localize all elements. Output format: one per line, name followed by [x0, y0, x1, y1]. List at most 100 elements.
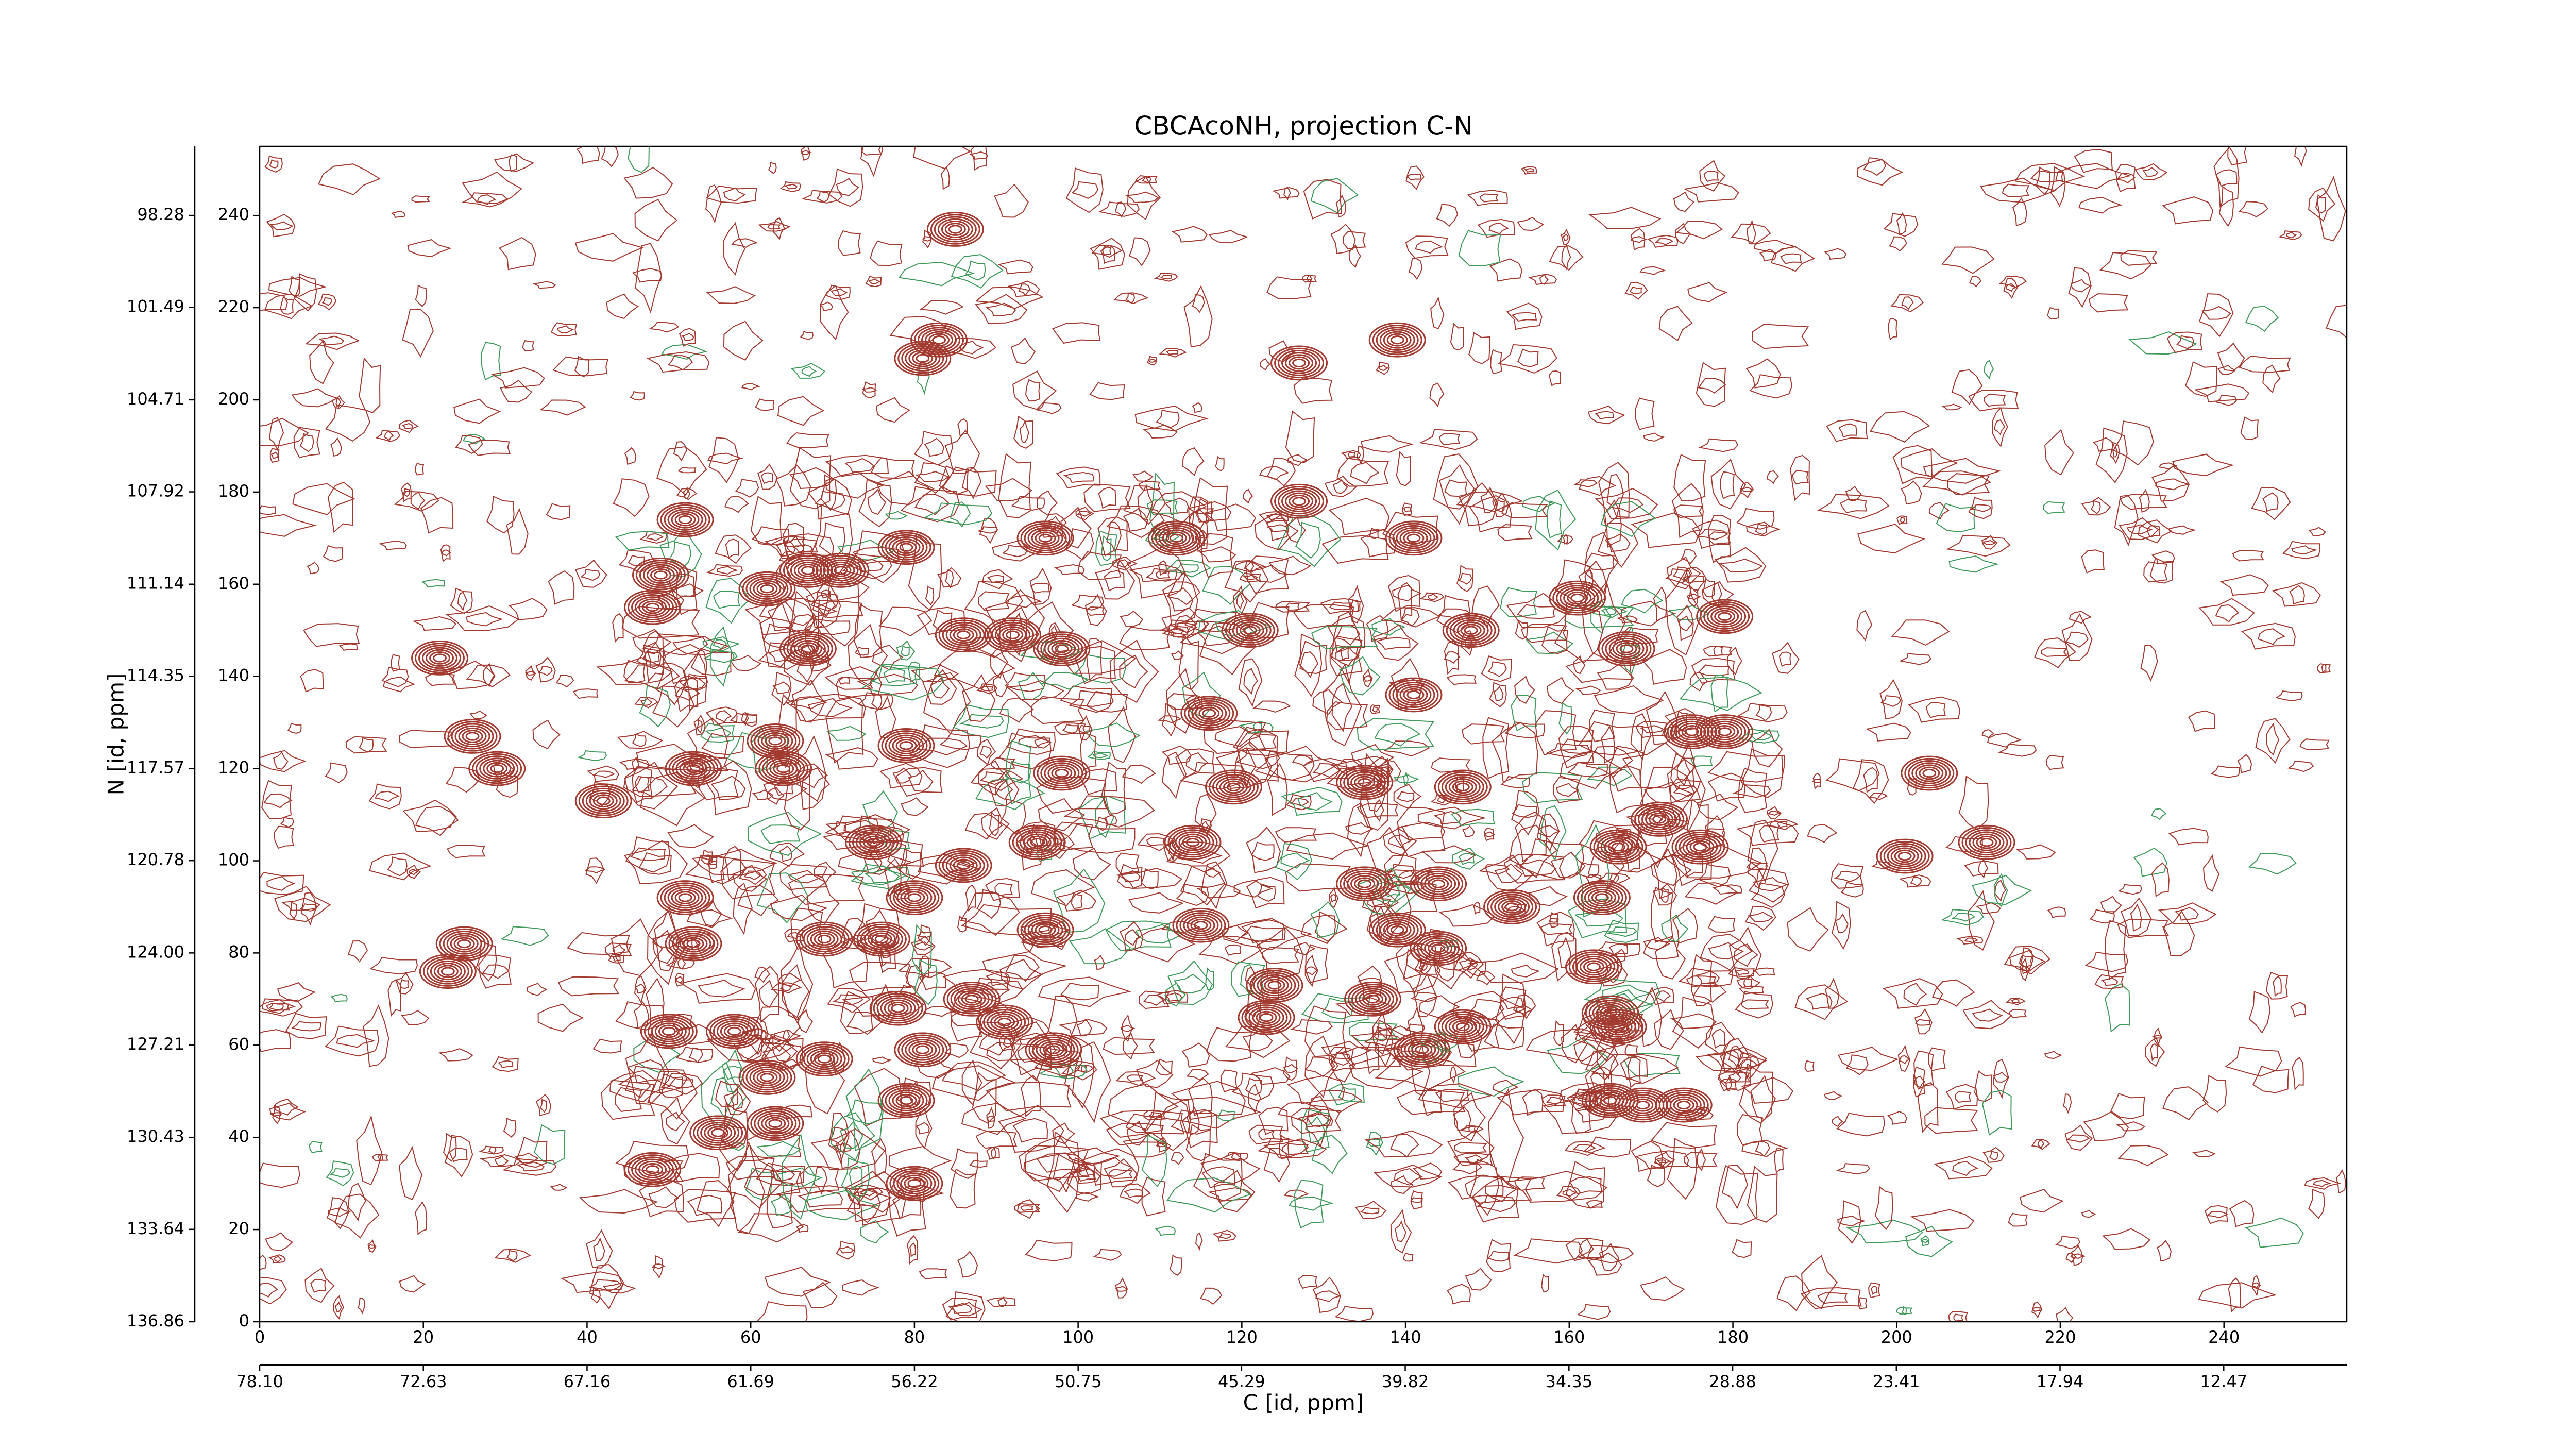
noise-contour: [1473, 901, 1481, 915]
noise-contour: [1141, 1134, 1167, 1188]
noise-contour: [1347, 802, 1371, 858]
noise-contour: [2110, 442, 2120, 464]
noise-contour: [1097, 516, 1128, 557]
noise-contour: [446, 605, 519, 631]
peak-ring: [799, 1043, 850, 1074]
peak-ring: [1703, 718, 1747, 745]
peak-ring: [817, 1054, 832, 1064]
noise-contour: [1383, 825, 1417, 856]
noise-contour: [1968, 497, 1993, 519]
peak-ring: [793, 561, 822, 580]
noise-contour: [1880, 695, 1902, 707]
noise-contour: [1983, 394, 2006, 407]
peak-ring: [647, 1018, 690, 1044]
noise-contour: [1941, 909, 1984, 926]
peak-ring: [908, 1041, 937, 1059]
noise-contour: [330, 993, 348, 1003]
noise-contour: [1718, 559, 1763, 572]
noise-contour: [1383, 943, 1441, 993]
noise-contour: [415, 284, 427, 307]
noise-contour: [860, 1220, 889, 1244]
noise-contour: [1468, 332, 1490, 365]
peak-ring: [1552, 582, 1603, 614]
peak-ring: [1035, 531, 1056, 545]
noise-contour: [1435, 1088, 1469, 1103]
peak-ring: [1355, 988, 1391, 1010]
noise-contour: [676, 487, 698, 500]
noise-contour: [1336, 624, 1361, 646]
noise-contour: [260, 1162, 300, 1188]
noise-contour: [1504, 721, 1545, 739]
noise-contour: [649, 322, 680, 333]
noise-contour: [1114, 1286, 1129, 1292]
noise-contour: [1556, 1186, 1581, 1201]
noise-contour: [754, 966, 780, 1023]
peak-ring: [1350, 875, 1379, 893]
x2-tick-label: 50.75: [1055, 1372, 1102, 1391]
noise-contour: [706, 286, 756, 304]
noise-contour: [1982, 540, 1997, 546]
noise-contour: [2201, 306, 2231, 320]
peak: [812, 553, 870, 588]
noise-contour: [1561, 1024, 1588, 1064]
noise-contour: [535, 1093, 551, 1117]
noise-contour: [2248, 853, 2297, 875]
noise-contour: [1734, 969, 1749, 975]
peak-ring: [1023, 833, 1052, 851]
noise-contour: [1490, 349, 1502, 375]
noise-contour: [1439, 432, 1461, 446]
noise-contour: [992, 540, 1044, 562]
peak-ring: [786, 557, 829, 584]
noise-contour: [572, 688, 599, 699]
noise-contour: [2198, 293, 2234, 338]
peak-ring: [451, 723, 494, 750]
noise-contour: [1195, 1232, 1203, 1251]
noise-contour: [980, 685, 993, 692]
peak-ring: [757, 730, 793, 752]
noise-contour: [1671, 841, 1712, 886]
noise-contour: [1480, 193, 1499, 203]
noise-contour: [2152, 1035, 2162, 1039]
noise-contour: [592, 770, 616, 779]
noise-contour: [1053, 868, 1106, 933]
peak-ring: [1403, 531, 1425, 545]
noise-contour: [1896, 1307, 1913, 1315]
noise-contour: [1500, 776, 1531, 789]
peak-ring: [797, 564, 819, 577]
noise-contour: [1662, 845, 1762, 879]
noise-contour: [1485, 1176, 1517, 1202]
peak-ring: [819, 557, 862, 584]
noise-contour: [766, 1176, 793, 1229]
peak-ring: [866, 838, 880, 847]
noise-contour: [399, 1275, 426, 1293]
peak-ring: [884, 999, 912, 1017]
peak-ring: [1253, 972, 1296, 999]
peak-ring: [1589, 829, 1647, 865]
peak: [877, 530, 935, 565]
noise-contour: [1143, 995, 1166, 1006]
noise-contour: [1069, 928, 1131, 965]
noise-contour: [534, 1124, 566, 1165]
noise-contour: [1981, 1090, 2012, 1136]
noise-contour: [1080, 733, 1097, 771]
noise-contour: [2241, 622, 2296, 650]
noise-contour: [1200, 861, 1228, 909]
x-axis-label: C [id, ppm]: [1243, 1390, 1364, 1416]
noise-contour: [758, 221, 791, 232]
noise-contour: [1697, 1148, 1706, 1172]
noise-contour: [2272, 582, 2321, 607]
chart-title: CBCAcoNH, projection C-N: [1134, 111, 1472, 141]
noise-contour: [1164, 560, 1212, 578]
noise-contour: [1755, 1140, 1770, 1157]
noise-contour: [754, 967, 770, 983]
noise-contour: [1126, 1074, 1144, 1082]
noise-contour: [707, 860, 718, 866]
noise-contour: [494, 1155, 509, 1167]
noise-contour: [775, 464, 811, 507]
noise-contour: [556, 325, 574, 334]
peak-ring: [686, 939, 701, 949]
noise-contour: [1338, 1086, 1356, 1102]
noise-contour: [2099, 252, 2152, 280]
peak-ring: [855, 831, 891, 854]
noise-contour: [1624, 282, 1648, 300]
